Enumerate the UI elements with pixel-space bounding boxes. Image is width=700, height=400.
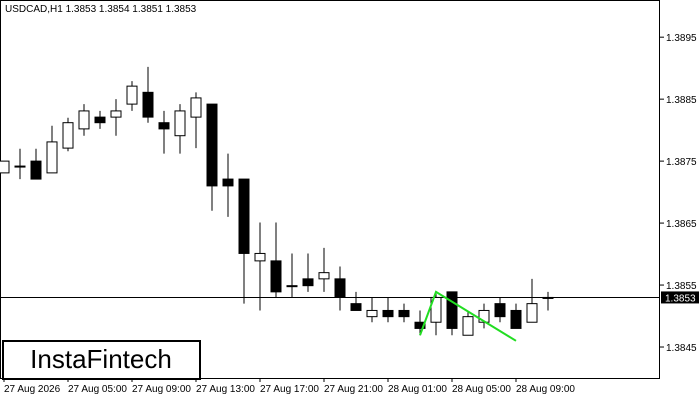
y-tick-label: 1.3845 [666,343,697,354]
candle-body [286,285,298,288]
candle-body [350,303,362,311]
candle-body [142,91,154,118]
candle-body [62,122,74,149]
pattern-line [419,290,517,342]
last-price-label: 1.3853 [665,293,696,304]
candle-body [494,303,506,318]
brand: InstaFintech [30,344,172,374]
candle-body [526,303,538,323]
candle-body [270,260,282,293]
chart-title: USDCAD,H1 1.3853 1.3854 1.3851 1.3853 [5,4,197,15]
candle-body [110,110,122,118]
x-tick-label: 27 Aug 09:00 [132,384,191,395]
candle-body [414,321,426,329]
y-tick-label: 1.3895 [666,33,697,44]
x-tick-label: 28 Aug 01:00 [388,384,447,395]
brand-box [2,340,201,380]
x-tick-label: 28 Aug 09:00 [516,384,575,395]
candle-body [318,272,330,280]
candle-body [238,178,250,254]
candle-body [510,309,522,329]
y-tick-label: 1.3885 [666,95,697,106]
candle-body [398,309,410,318]
candle-body [0,160,10,174]
candle-body [174,110,186,137]
x-tick-label: 27 Aug 2026 [4,384,61,395]
candle-body [46,141,58,174]
candle-body [158,122,170,130]
candle-body [78,110,90,130]
candle-body [94,116,106,124]
x-tick-label: 28 Aug 05:00 [452,384,511,395]
candle-body [190,97,202,118]
x-tick-label: 27 Aug 21:00 [324,384,383,395]
candle-body [126,85,138,105]
y-tick-label: 1.3865 [666,219,697,230]
y-tick-label: 1.3875 [666,157,697,168]
candle-body [30,160,42,180]
candle-body [382,309,394,318]
candle-body [462,316,474,336]
candle-body [254,252,266,262]
y-tick-label: 1.3855 [666,281,697,292]
plot-frame [0,0,660,379]
candle-body [334,278,346,298]
candle-body [366,309,378,318]
x-tick-label: 27 Aug 13:00 [196,384,255,395]
candle-body [302,278,314,287]
candle-body [446,291,458,329]
last-price-box [661,291,699,304]
candle-body [14,165,26,168]
x-tick-label: 27 Aug 05:00 [68,384,127,395]
x-tick-label: 27 Aug 17:00 [260,384,319,395]
candle-body [222,178,234,187]
candle-body [206,103,218,187]
